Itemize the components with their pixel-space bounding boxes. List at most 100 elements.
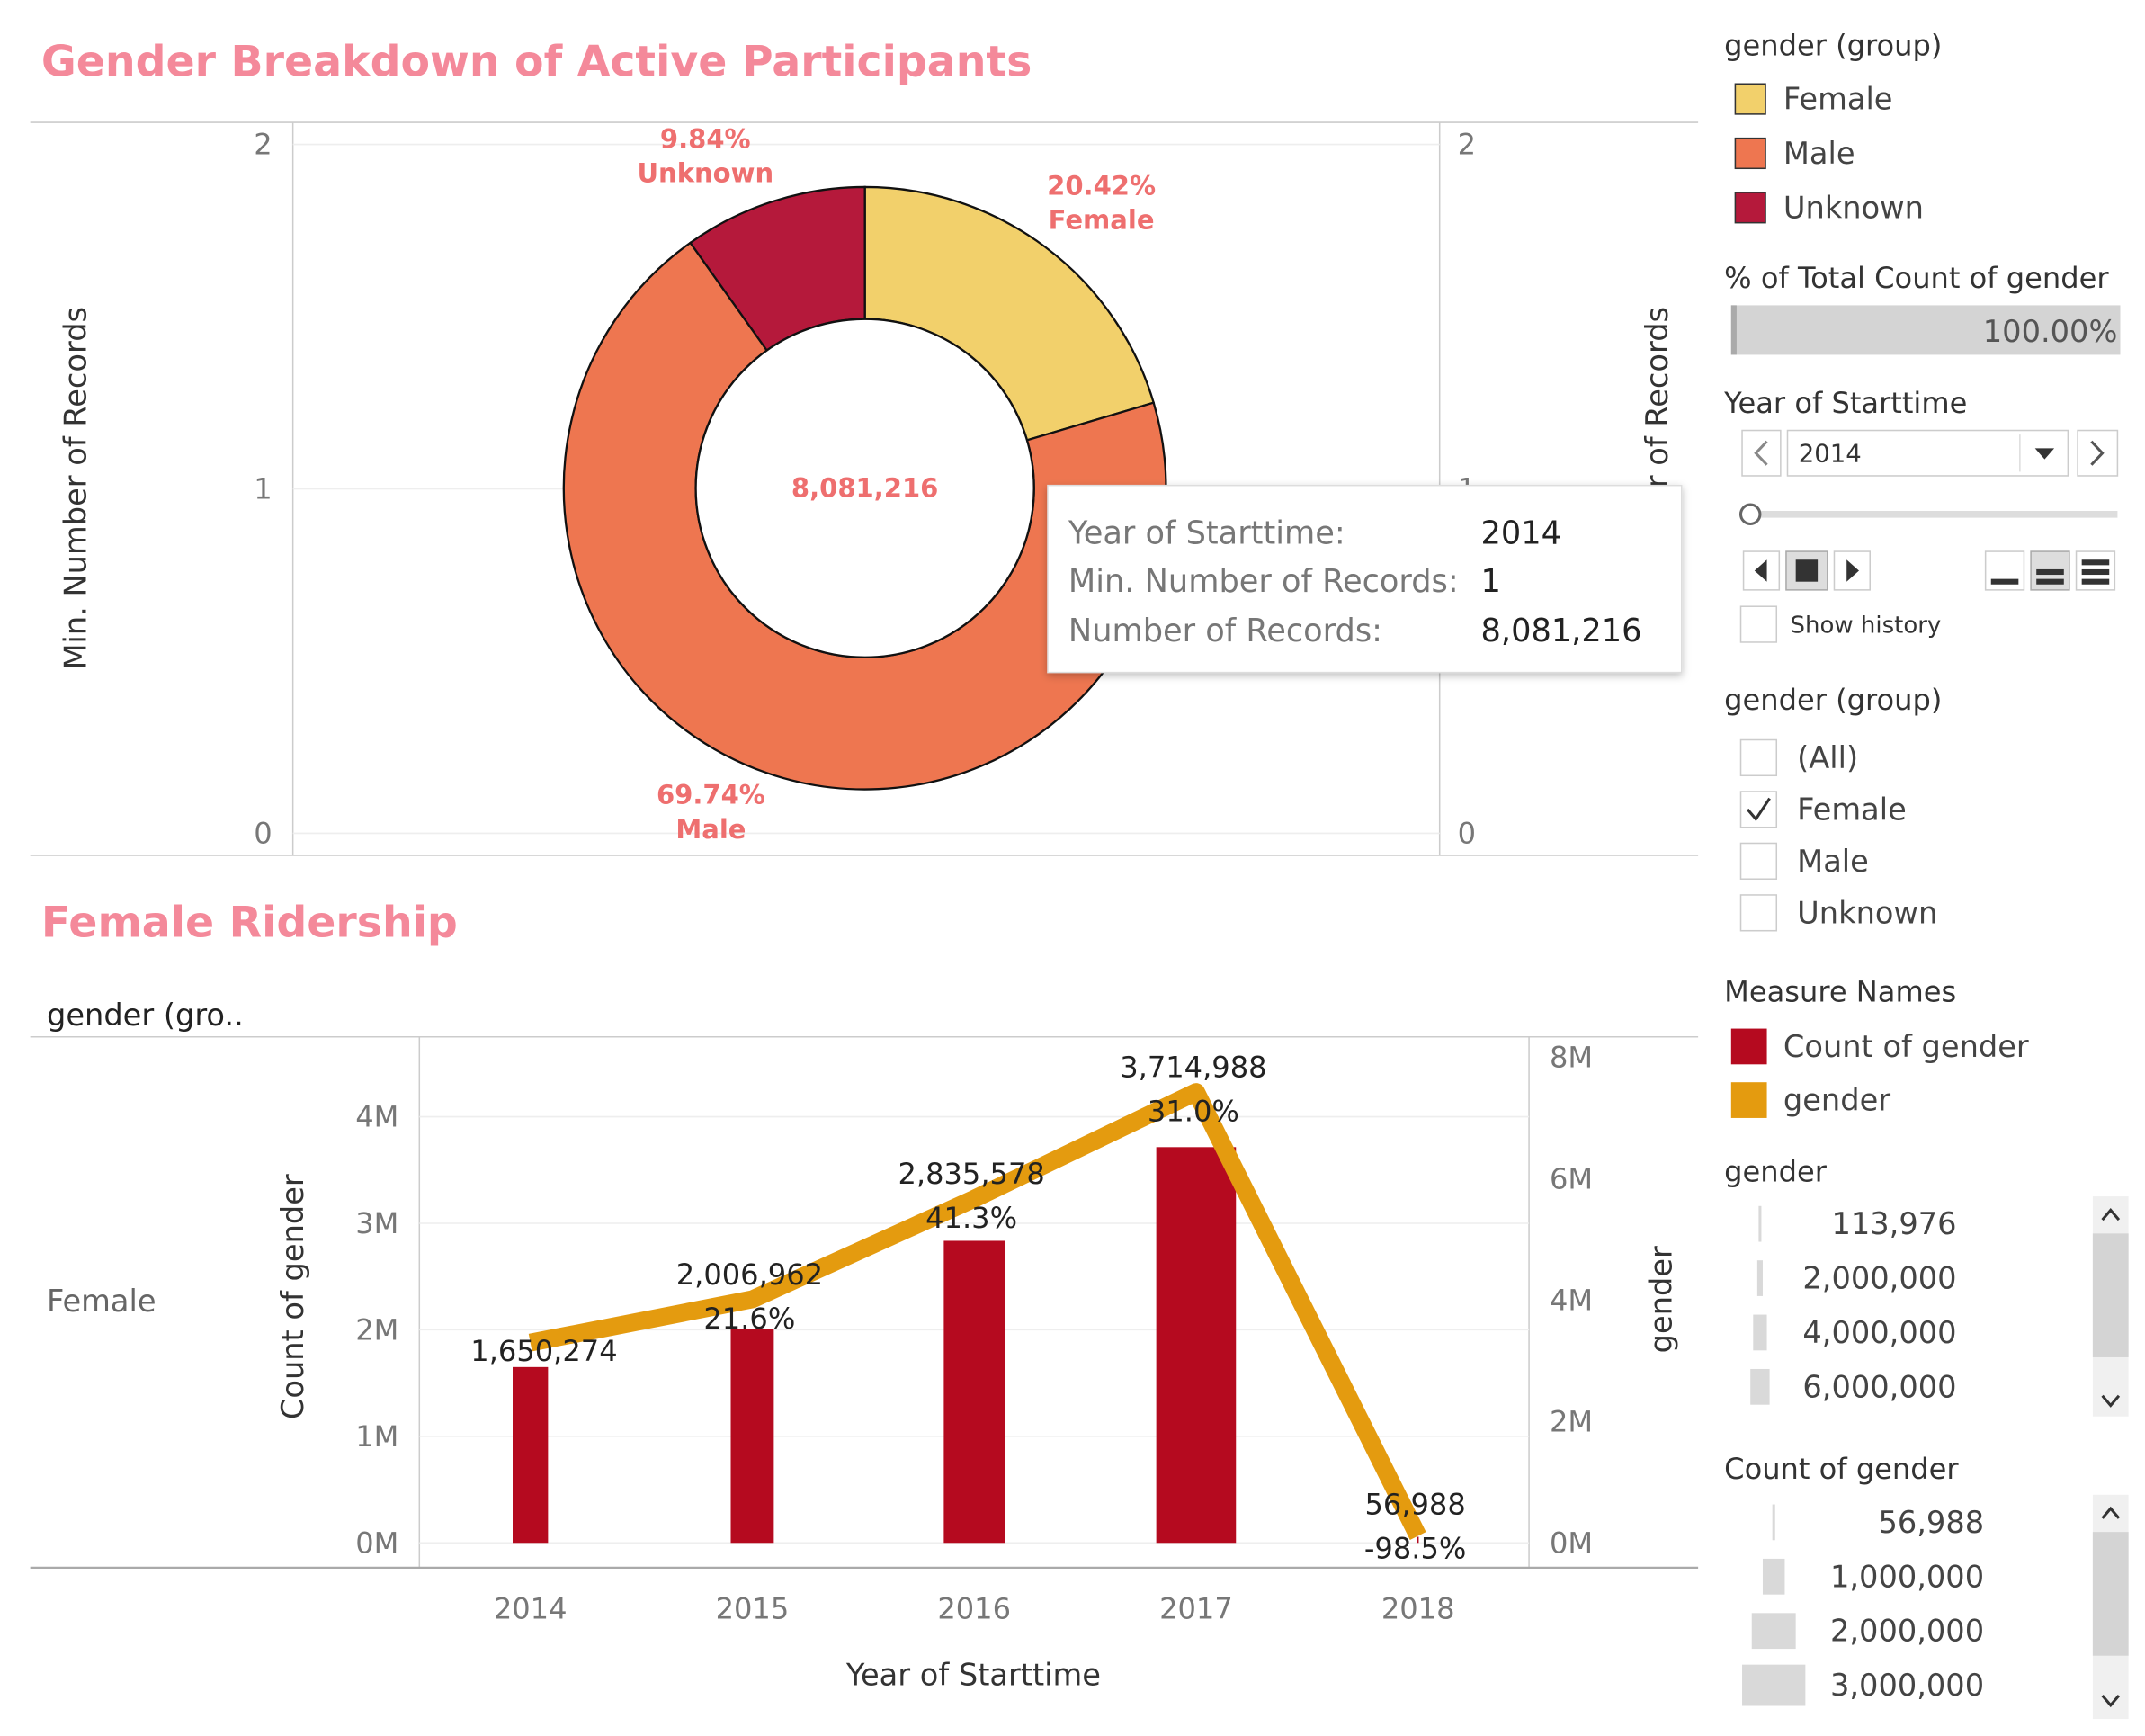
y-tick-label: 2	[254, 128, 272, 162]
scroll-thumb[interactable]	[2092, 1532, 2129, 1656]
checkbox[interactable]	[1739, 842, 1778, 880]
dropdown-arrow	[2034, 448, 2055, 460]
tooltip-box	[1047, 484, 1683, 674]
legend-swatch	[1734, 83, 1766, 115]
x-tick-label: 2016	[937, 1592, 1011, 1626]
legend-title: Measure Names	[1724, 974, 1956, 1008]
size-swatch	[1756, 1260, 1763, 1296]
row-header: gender (gro..	[47, 998, 244, 1033]
checkbox-label: Male	[1797, 844, 1869, 879]
size-legend-label: 2,000,000	[1830, 1614, 1984, 1649]
size-legend-label: 6,000,000	[1802, 1369, 1956, 1404]
legend-label: gender	[1783, 1083, 1890, 1118]
legend-swatch	[1734, 137, 1766, 170]
donut-chart: Gender Breakdown of Active Participants …	[30, 37, 1699, 856]
data-label: 9.84%	[660, 123, 751, 154]
chart-title: Female Ridership	[41, 898, 458, 947]
bar	[943, 1240, 1005, 1544]
tooltip-value: 8,081,216	[1481, 613, 1642, 649]
y-tick-label: 0M	[355, 1526, 398, 1560]
legend-label: Female	[1783, 82, 1893, 117]
slider-handle[interactable]	[1730, 305, 1737, 355]
legend-swatch	[1734, 192, 1766, 224]
checkbox[interactable]	[1739, 738, 1778, 777]
data-label-category: Female	[1049, 205, 1155, 236]
legend-label: Count of gender	[1783, 1029, 2029, 1064]
speed-icon	[1990, 578, 2019, 585]
scroll-down[interactable]	[2101, 1695, 2121, 1708]
size-swatch	[1750, 1368, 1770, 1405]
prev-icon	[1754, 440, 1768, 466]
size-swatch	[1753, 1314, 1767, 1351]
scroll-up[interactable]	[2101, 1506, 2121, 1519]
chart-title: Gender Breakdown of Active Participants	[41, 37, 1032, 86]
checkbox-label: Unknown	[1797, 895, 1937, 930]
scroll-up[interactable]	[2101, 1208, 2121, 1221]
y2-tick-label: 2	[1458, 128, 1476, 162]
donut-hole	[694, 318, 1035, 658]
y2-tick-label: 4M	[1550, 1283, 1593, 1317]
change-label: 31.0%	[1148, 1095, 1239, 1129]
y-tick-label: 1M	[355, 1419, 398, 1454]
size-swatch	[1772, 1504, 1775, 1541]
data-label: 1,650,274	[470, 1334, 617, 1368]
checkbox[interactable]	[1739, 791, 1778, 828]
legend-label: Unknown	[1783, 190, 1924, 225]
x-tick-label: 2017	[1159, 1592, 1233, 1626]
data-label: 2,006,962	[676, 1257, 823, 1292]
size-legend-label: 4,000,000	[1802, 1315, 1956, 1350]
size-swatch	[1751, 1613, 1796, 1650]
line	[528, 1083, 1426, 1541]
size-legend-label: 2,000,000	[1802, 1261, 1956, 1296]
tooltip: Year of Starttime: 2014 Min. Number of R…	[1047, 484, 1683, 674]
range-value: 100.00%	[1983, 314, 2118, 349]
filter-title: gender (group)	[1724, 683, 1942, 717]
range-slider[interactable]	[1730, 305, 2121, 355]
y-tick-label: 0	[254, 816, 272, 850]
center-label: 8,081,216	[791, 473, 938, 504]
legend-title: Count of gender	[1724, 1452, 1959, 1486]
tooltip-value: 2014	[1481, 515, 1561, 552]
data-label: 56,988	[1364, 1488, 1465, 1522]
checkbox-label: Female	[1797, 792, 1907, 827]
x-tick-label: 2018	[1381, 1592, 1455, 1626]
speed-icon	[2036, 568, 2064, 576]
data-label: 2,835,578	[898, 1157, 1044, 1191]
speed-icon	[2036, 578, 2064, 585]
size-swatch	[1742, 1664, 1806, 1706]
size-swatch	[1762, 1558, 1785, 1595]
tooltip-value: 1	[1481, 563, 1501, 600]
change-label: 21.6%	[703, 1302, 795, 1336]
change-label: 41.3%	[925, 1201, 1017, 1235]
x-axis-title: Year of Starttime	[845, 1658, 1101, 1693]
checkbox[interactable]	[1739, 894, 1778, 932]
bar	[1417, 1536, 1419, 1544]
size-swatch	[1758, 1205, 1762, 1242]
checkbox[interactable]	[1739, 605, 1778, 643]
y-tick-label: 2M	[355, 1312, 398, 1347]
year-dropdown[interactable]	[1786, 429, 2069, 477]
size-legend-label: 56,988	[1878, 1505, 1984, 1540]
tooltip-label: Year of Starttime:	[1068, 515, 1345, 552]
year-slider-handle[interactable]	[1738, 503, 1762, 526]
size-legend-label: 1,000,000	[1830, 1559, 1984, 1594]
play-back-icon	[1754, 559, 1767, 582]
scroll-thumb[interactable]	[2092, 1233, 2129, 1357]
bar	[1156, 1147, 1237, 1544]
y2-tick-label: 0M	[1550, 1526, 1593, 1560]
prev-button[interactable]	[1741, 429, 1782, 477]
next-button[interactable]	[2077, 429, 2119, 477]
y-tick-label: 3M	[355, 1206, 398, 1240]
stop-icon	[1795, 559, 1819, 582]
play-icon	[1846, 559, 1859, 582]
y2-axis-title: gender	[1643, 1246, 1678, 1353]
bar-line-chart: Female Ridership gender (gro.. Female Co…	[30, 898, 1699, 1693]
x-tick-label: 2014	[494, 1592, 568, 1626]
legend-swatch	[1730, 1028, 1767, 1065]
data-label: 20.42%	[1047, 170, 1156, 201]
scroll-down[interactable]	[2101, 1394, 2121, 1408]
bar	[730, 1329, 774, 1544]
y2-tick-label: 8M	[1550, 1041, 1593, 1075]
